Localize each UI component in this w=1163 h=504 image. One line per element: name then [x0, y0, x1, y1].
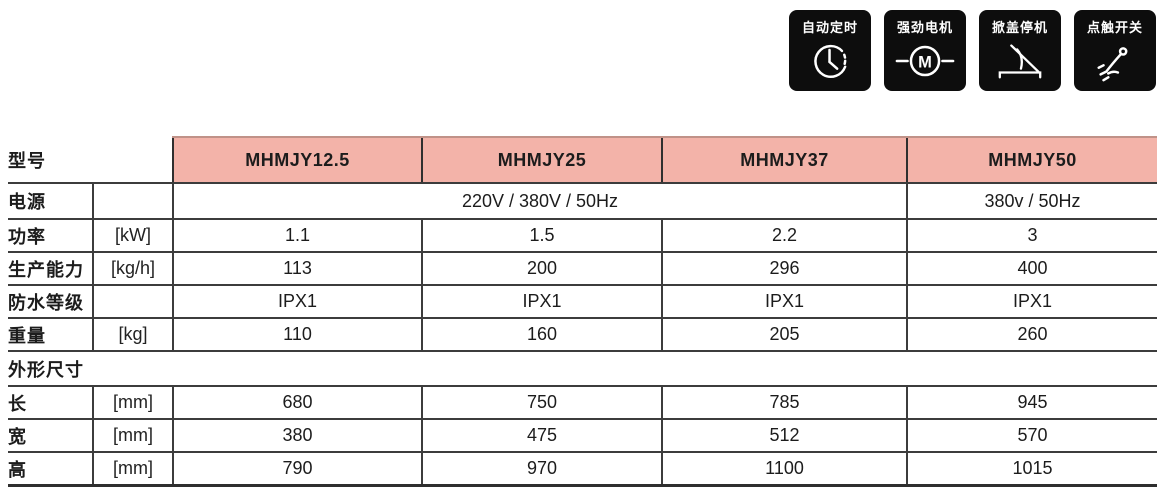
table-row-power-supply: 电源 220V / 380V / 50Hz 380v / 50Hz	[8, 183, 1157, 220]
spec-value: 680	[173, 386, 423, 420]
row-unit: [mm]	[92, 452, 174, 487]
model-name-cell: MHMJY12.5	[172, 136, 422, 184]
spec-value: 750	[422, 386, 663, 420]
spec-value: 260	[907, 318, 1157, 352]
touch-switch-icon	[1092, 36, 1138, 89]
spec-table: 型号 MHMJY12.5 MHMJY25 MHMJY37 MHMJY50 电源 …	[8, 136, 1157, 487]
spec-value: 1.1	[173, 219, 423, 253]
table-row-height: 高 [mm] 790 970 1100 1015	[8, 452, 1157, 487]
spec-value: IPX1	[422, 285, 663, 319]
row-unit	[92, 285, 174, 319]
spec-value: 945	[907, 386, 1157, 420]
motor-icon: M	[894, 36, 956, 89]
table-row-capacity: 生产能力 [kg/h] 113 200 296 400	[8, 252, 1157, 286]
spec-value: 296	[662, 252, 908, 286]
spec-value: 400	[907, 252, 1157, 286]
spec-value: 512	[662, 419, 908, 453]
table-header-row: 型号 MHMJY12.5 MHMJY25 MHMJY37 MHMJY50	[8, 136, 1157, 184]
model-name-cell: MHMJY50	[906, 136, 1157, 184]
spec-value: 1015	[907, 452, 1157, 487]
row-label: 长	[8, 386, 93, 420]
table-row-waterproof: 防水等级 IPX1 IPX1 IPX1 IPX1	[8, 285, 1157, 319]
spec-value: IPX1	[907, 285, 1157, 319]
feature-badges: 自动定时 强劲电机 M 掀盖停机	[789, 10, 1156, 91]
spec-value: 3	[907, 219, 1157, 253]
svg-text:M: M	[918, 53, 932, 71]
table-row-weight: 重量 [kg] 110 160 205 260	[8, 318, 1157, 352]
badge-strong-motor-label: 强劲电机	[896, 20, 953, 35]
spec-value: 2.2	[662, 219, 908, 253]
model-name-cell: MHMJY37	[661, 136, 907, 184]
timer-clock-icon	[807, 36, 853, 89]
row-label: 生产能力	[8, 252, 93, 286]
table-row-power: 功率 [kW] 1.1 1.5 2.2 3	[8, 219, 1157, 253]
badge-auto-timer: 自动定时	[789, 10, 871, 91]
spec-value: 380	[173, 419, 423, 453]
row-label: 宽	[8, 419, 93, 453]
spec-value: 475	[422, 419, 663, 453]
model-name-cell: MHMJY25	[421, 136, 662, 184]
row-label: 重量	[8, 318, 93, 352]
table-row-dimensions-section: 外形尺寸	[8, 351, 1157, 387]
row-unit: [mm]	[92, 419, 174, 453]
spec-value: 113	[173, 252, 423, 286]
row-unit: [kW]	[92, 219, 174, 253]
row-unit	[92, 183, 174, 220]
spec-value: 785	[662, 386, 908, 420]
badge-strong-motor: 强劲电机 M	[884, 10, 966, 91]
spec-value: 205	[662, 318, 908, 352]
badge-lid-open-stop-label: 掀盖停机	[991, 20, 1048, 35]
row-label: 电源	[8, 183, 93, 220]
spec-value: 110	[173, 318, 423, 352]
lid-open-stop-icon	[995, 36, 1045, 87]
badge-touch-switch: 点触开关	[1074, 10, 1156, 91]
badge-lid-open-stop: 掀盖停机	[979, 10, 1061, 91]
section-label: 外形尺寸	[8, 351, 1157, 387]
badge-touch-switch-label: 点触开关	[1086, 20, 1143, 35]
spec-value: IPX1	[662, 285, 908, 319]
spec-value: 380v / 50Hz	[907, 183, 1157, 220]
row-label: 高	[8, 452, 93, 487]
spec-value: 220V / 380V / 50Hz	[173, 183, 908, 220]
spec-value: 570	[907, 419, 1157, 453]
spec-value: 160	[422, 318, 663, 352]
spec-value: 790	[173, 452, 423, 487]
table-row-length: 长 [mm] 680 750 785 945	[8, 386, 1157, 420]
spec-value: 970	[422, 452, 663, 487]
row-unit: [kg/h]	[92, 252, 174, 286]
row-label: 防水等级	[8, 285, 93, 319]
model-row-label: 型号	[8, 137, 173, 184]
spec-value: 200	[422, 252, 663, 286]
row-label: 功率	[8, 219, 93, 253]
table-row-width: 宽 [mm] 380 475 512 570	[8, 419, 1157, 453]
badge-auto-timer-label: 自动定时	[801, 20, 858, 35]
spec-value: IPX1	[173, 285, 423, 319]
spec-value: 1100	[662, 452, 908, 487]
row-unit: [mm]	[92, 386, 174, 420]
row-unit: [kg]	[92, 318, 174, 352]
spec-value: 1.5	[422, 219, 663, 253]
